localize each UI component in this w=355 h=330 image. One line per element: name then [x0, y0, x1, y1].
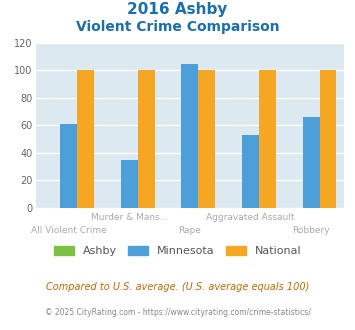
Legend: Ashby, Minnesota, National: Ashby, Minnesota, National: [49, 242, 306, 261]
Bar: [320, 70, 337, 208]
Text: Robbery: Robbery: [292, 226, 330, 235]
Text: Aggravated Assault: Aggravated Assault: [206, 213, 295, 222]
Bar: [181, 63, 198, 208]
Text: © 2025 CityRating.com - https://www.cityrating.com/crime-statistics/: © 2025 CityRating.com - https://www.city…: [45, 308, 310, 316]
Text: All Violent Crime: All Violent Crime: [31, 226, 107, 235]
Bar: [242, 135, 259, 208]
Text: 2016 Ashby: 2016 Ashby: [127, 2, 228, 16]
Text: Murder & Mans...: Murder & Mans...: [91, 213, 168, 222]
Bar: [60, 124, 77, 208]
Bar: [259, 70, 276, 208]
Text: Violent Crime Comparison: Violent Crime Comparison: [76, 20, 279, 34]
Bar: [121, 160, 138, 208]
Bar: [77, 70, 94, 208]
Text: Rape: Rape: [179, 226, 201, 235]
Bar: [198, 70, 215, 208]
Bar: [302, 117, 320, 208]
Bar: [138, 70, 155, 208]
Text: Compared to U.S. average. (U.S. average equals 100): Compared to U.S. average. (U.S. average …: [46, 282, 309, 292]
